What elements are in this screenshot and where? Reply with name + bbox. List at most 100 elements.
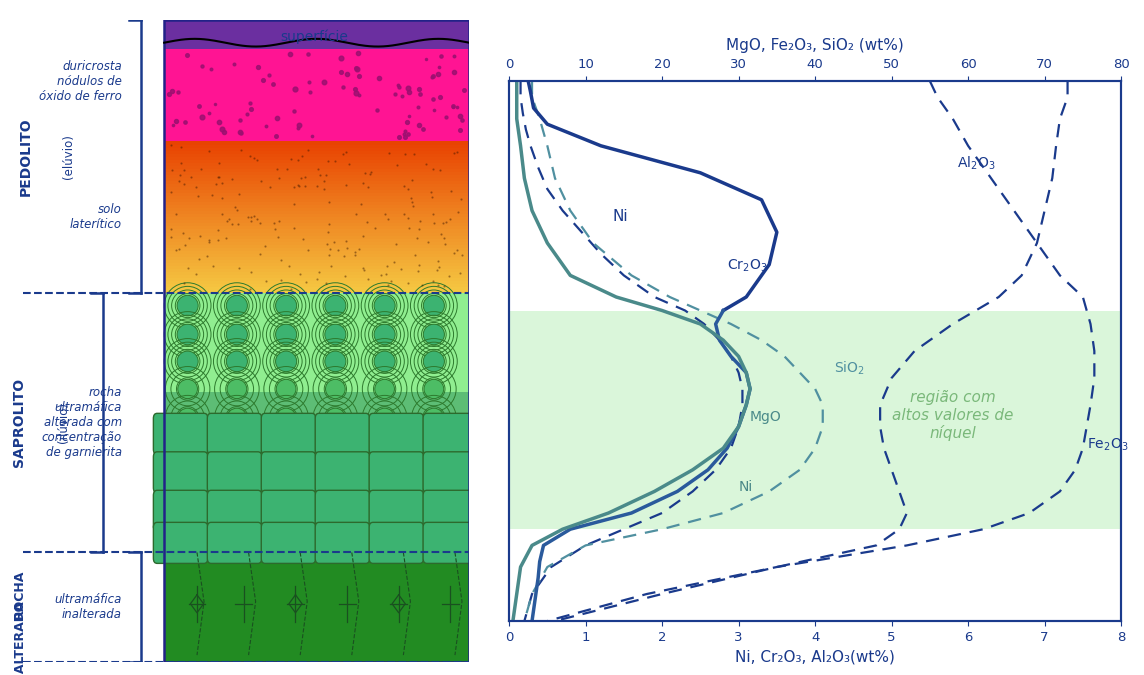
Ellipse shape [177,408,198,427]
Ellipse shape [276,351,296,372]
FancyBboxPatch shape [153,490,208,531]
Text: (elúvio): (elúvio) [62,134,74,179]
FancyBboxPatch shape [423,452,477,493]
Text: rocha
ultramáfica
alterada com
concentração
de garnierita: rocha ultramáfica alterada com concentra… [41,386,122,459]
Ellipse shape [177,379,198,398]
Bar [165,196,469,199]
FancyBboxPatch shape [261,413,316,454]
Bar [165,171,469,176]
Text: PEDOLITO: PEDOLITO [18,117,33,196]
X-axis label: MgO, Fe₂O₃, SiO₂ (wt%): MgO, Fe₂O₃, SiO₂ (wt%) [726,38,904,53]
Text: superfície: superfície [280,30,348,45]
Ellipse shape [375,408,395,427]
FancyBboxPatch shape [316,413,370,454]
Bar [165,271,469,275]
Text: solo
laterítico: solo laterítico [70,203,122,232]
Bar [165,153,469,157]
Ellipse shape [227,324,247,345]
Text: SiO$_2$: SiO$_2$ [834,360,865,377]
Bar [165,250,469,254]
Bar [165,157,469,160]
Bar [165,253,469,256]
Bar [165,283,469,287]
Ellipse shape [325,324,345,345]
X-axis label: Ni, Cr₂O₃, Al₂O₃(wt%): Ni, Cr₂O₃, Al₂O₃(wt%) [736,649,895,664]
FancyBboxPatch shape [370,490,423,531]
Bar [165,277,469,281]
FancyBboxPatch shape [207,522,262,564]
Bar [165,165,469,169]
Text: duricrosta
nódulos de
óxido de ferro: duricrosta nódulos de óxido de ferro [39,59,122,103]
Bar [165,187,469,190]
FancyBboxPatch shape [423,490,477,531]
Ellipse shape [326,408,345,427]
Ellipse shape [276,379,296,398]
FancyBboxPatch shape [153,413,208,454]
Bar [165,220,469,223]
Bar [165,20,469,662]
Bar [165,205,469,209]
FancyBboxPatch shape [261,452,316,493]
Bar [165,147,469,151]
Bar [165,169,469,172]
Bar [165,256,469,260]
Text: Ni: Ni [612,209,628,224]
Text: ROCHA: ROCHA [14,570,26,619]
FancyBboxPatch shape [316,490,370,531]
Bar [165,286,469,290]
Bar [165,192,469,196]
Bar [165,265,469,269]
Bar [165,217,469,221]
Bar [509,310,1121,529]
Bar [165,159,469,163]
Ellipse shape [227,408,247,427]
Text: MgO: MgO [750,410,781,424]
Bar [165,274,469,277]
Text: Al$_2$O$_3$: Al$_2$O$_3$ [956,155,995,172]
Bar [165,244,469,248]
Ellipse shape [227,296,247,316]
Ellipse shape [177,296,198,316]
Ellipse shape [374,351,395,372]
Ellipse shape [424,408,444,427]
Bar [165,223,469,227]
Bar [165,49,469,142]
Bar [165,202,469,205]
FancyBboxPatch shape [370,452,423,493]
Ellipse shape [276,408,296,427]
Bar [165,552,469,662]
Text: Cr$_2$O$_3$: Cr$_2$O$_3$ [728,258,768,275]
Text: SAPROLITO: SAPROLITO [11,378,26,467]
Ellipse shape [177,351,198,372]
FancyBboxPatch shape [261,522,316,564]
Bar [165,151,469,154]
Bar [165,241,469,244]
Ellipse shape [423,324,444,345]
Ellipse shape [276,296,296,316]
Bar [165,184,469,187]
Ellipse shape [423,351,444,372]
FancyBboxPatch shape [207,490,262,531]
Ellipse shape [325,351,345,372]
FancyBboxPatch shape [423,522,477,564]
FancyBboxPatch shape [370,413,423,454]
Text: Ni: Ni [739,481,753,494]
Bar [165,163,469,166]
Ellipse shape [375,379,395,398]
Bar [165,268,469,271]
Bar [165,198,469,202]
Bar [165,190,469,193]
FancyBboxPatch shape [153,522,208,564]
FancyBboxPatch shape [153,452,208,493]
Ellipse shape [374,296,395,316]
Bar [165,259,469,263]
Bar [165,247,469,250]
Text: INALTERADA: INALTERADA [14,599,26,675]
Text: ultramáfica
inalterada: ultramáfica inalterada [55,593,122,621]
Bar [165,229,469,232]
Bar [165,211,469,215]
Ellipse shape [326,379,345,398]
Bar [165,232,469,236]
FancyBboxPatch shape [316,522,370,564]
Bar [165,178,469,182]
